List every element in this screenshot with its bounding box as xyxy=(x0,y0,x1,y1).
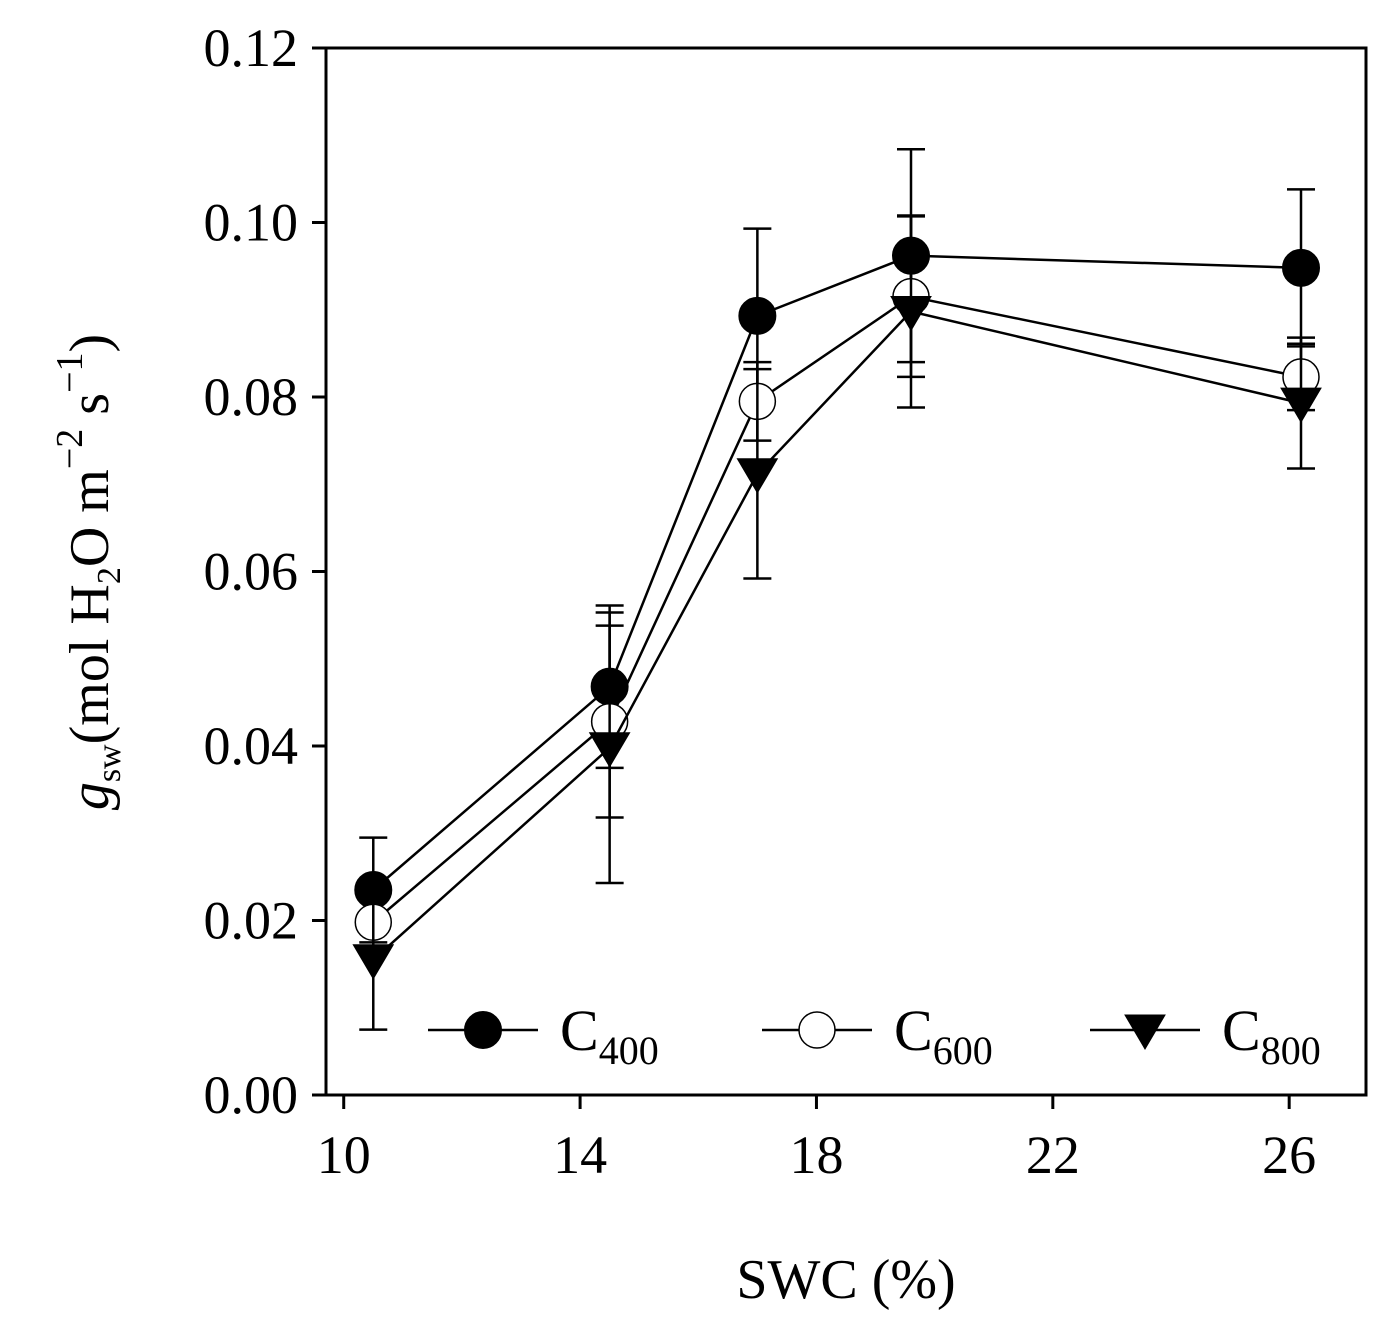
y-axis-symbol: g xyxy=(59,782,121,810)
legend: C400 C600 C800 xyxy=(428,998,1321,1073)
legend-label: C400 xyxy=(560,998,659,1073)
y-axis-units-s: s xyxy=(59,393,121,429)
data-point-800 xyxy=(352,944,395,980)
y-tick-label: 0.04 xyxy=(204,716,299,776)
y-axis-title: gsw(mol H2O m−2 s−1) xyxy=(49,334,128,810)
data-point-400 xyxy=(1282,248,1320,287)
data-point-800 xyxy=(588,732,631,768)
series-line-800 xyxy=(372,310,1302,961)
legend-label-main: C xyxy=(1222,998,1261,1063)
legend-label: C800 xyxy=(1222,998,1321,1073)
y-axis-ticks: 0.00 0.02 0.04 0.06 0.08 0.10 0.12 xyxy=(204,18,326,1125)
legend-marker xyxy=(1124,1014,1166,1050)
y-axis-symbol-sub: sw xyxy=(91,744,128,782)
x-tick-label: 26 xyxy=(1262,1125,1316,1185)
legend-item-400: C400 xyxy=(428,998,659,1073)
x-axis-ticks: 10 14 18 22 26 xyxy=(317,1095,1316,1185)
series-400 xyxy=(354,147,1320,944)
legend-item-800: C800 xyxy=(1090,998,1321,1073)
y-axis-units-open: (mol H xyxy=(59,584,121,744)
series-layer xyxy=(352,147,1322,1031)
data-point-800 xyxy=(736,458,779,494)
legend-label-sub: 800 xyxy=(1261,1028,1321,1073)
x-axis-title: SWC (%) xyxy=(736,1249,955,1311)
svg-text:gsw(mol H2O m−2 s−1): gsw(mol H2O m−2 s−1) xyxy=(49,334,128,810)
y-tick-label: 0.02 xyxy=(204,891,299,951)
y-axis-units-om: O m xyxy=(59,469,121,567)
plot-frame xyxy=(324,46,1368,1097)
series-800 xyxy=(352,214,1322,1031)
legend-marker xyxy=(798,1011,836,1049)
series-line-400 xyxy=(372,254,1302,891)
legend-label-sub: 400 xyxy=(599,1028,659,1073)
legend-label-sub: 600 xyxy=(933,1028,993,1073)
y-tick-label: 0.00 xyxy=(204,1065,299,1125)
x-tick-label: 10 xyxy=(317,1125,371,1185)
x-tick-label: 18 xyxy=(789,1125,843,1185)
legend-label-main: C xyxy=(894,998,933,1063)
legend-item-600: C600 xyxy=(762,998,993,1073)
legend-label: C600 xyxy=(894,998,993,1073)
x-tick-label: 22 xyxy=(1026,1125,1080,1185)
y-tick-label: 0.10 xyxy=(204,193,299,253)
y-axis-units-close: ) xyxy=(59,334,121,353)
y-tick-label: 0.12 xyxy=(204,18,299,78)
data-point-400 xyxy=(738,296,777,335)
series-600 xyxy=(354,215,1320,950)
x-tick-label: 14 xyxy=(553,1125,607,1185)
y-axis-units-h2-sub: 2 xyxy=(91,567,128,584)
legend-marker xyxy=(464,1011,502,1049)
legend-label-main: C xyxy=(560,998,599,1063)
y-tick-label: 0.08 xyxy=(204,367,299,427)
data-point-800 xyxy=(890,295,932,332)
data-point-800 xyxy=(1280,387,1322,424)
y-tick-label: 0.06 xyxy=(204,542,299,602)
y-axis-units-s-sup: −1 xyxy=(49,352,91,392)
y-axis-units-m-sup: −2 xyxy=(49,429,91,469)
